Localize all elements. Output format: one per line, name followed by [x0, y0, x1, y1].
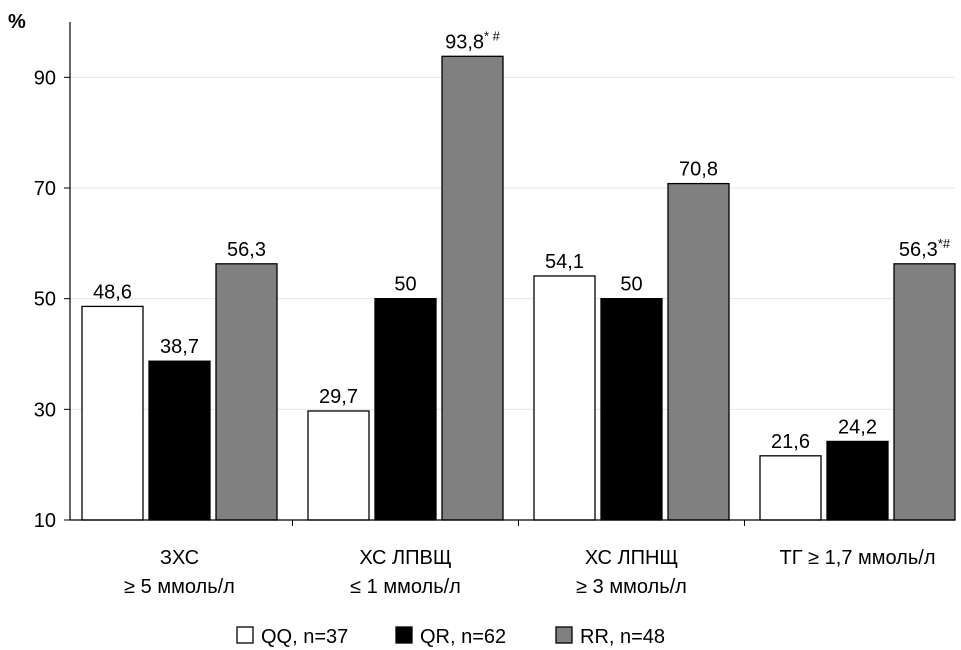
data-label-value: 70,8: [679, 159, 718, 181]
significance-marker: * #: [484, 28, 501, 43]
y-tick-label: 30: [34, 399, 56, 421]
data-labels: 48,6 29,7 54,1 21,6 38,7 50 50 24,2 56,3 93,8* # 7…: [93, 28, 951, 453]
data-label: 21,6: [771, 431, 810, 453]
data-label: 70,8: [679, 159, 718, 181]
y-axis-label: %: [8, 11, 26, 33]
category-label: ХС ЛПВЩ: [359, 547, 451, 569]
data-label-value: 21,6: [771, 431, 810, 453]
data-label: 93,8* #: [445, 28, 501, 53]
data-label-value: 48,6: [93, 281, 132, 303]
category-label-line2: ≥ 3 ммоль/л: [576, 576, 687, 598]
bars: [81, 55, 956, 521]
data-label: 50: [620, 274, 642, 296]
bar-rr-0: [215, 263, 278, 521]
bar-qq-3: [759, 455, 822, 521]
gridlines: [70, 76, 955, 410]
data-label-value: 54,1: [545, 251, 584, 273]
legend-label: QQ, n=37: [261, 626, 348, 648]
bar-qr-1: [374, 298, 437, 521]
legend-label: RR, n=48: [580, 626, 665, 648]
data-label: 48,6: [93, 281, 132, 303]
bar-qq-2: [533, 275, 596, 521]
significance-marker: *#: [938, 236, 951, 251]
data-label-value: 24,2: [838, 416, 877, 438]
data-label-value: 29,7: [319, 386, 358, 408]
bar-qr-3: [826, 440, 889, 521]
bar-qr-0: [148, 360, 211, 521]
legend: QQ, n=37 QR, n=62 RR, n=48: [236, 626, 665, 648]
bar-rr-2: [667, 182, 730, 521]
data-label-value: 50: [394, 274, 416, 296]
legend-swatch: [395, 626, 413, 644]
legend-swatch: [236, 626, 254, 644]
data-label: 38,7: [160, 336, 199, 358]
data-label: 24,2: [838, 416, 877, 438]
bar-rr-1: [441, 55, 504, 521]
bar-qq-1: [307, 410, 370, 521]
y-tick-label: 10: [34, 510, 56, 532]
data-label: 56,3*#: [899, 236, 951, 261]
bar-qr-2: [600, 298, 663, 521]
data-label: 29,7: [319, 386, 358, 408]
legend-label: QR, n=62: [420, 626, 506, 648]
axes: 10 30 50 70 90 ЗХС ≥ 5 ммоль/л ХС ЛПВЩ ≤ 1 ммоль…: [34, 22, 955, 598]
data-label-value: 93,8: [445, 31, 484, 53]
y-tick-label: 50: [34, 289, 56, 311]
data-label-value: 50: [620, 274, 642, 296]
data-label-value: 56,3: [899, 239, 938, 261]
y-tick-label: 70: [34, 178, 56, 200]
category-label: ХС ЛПНЩ: [585, 547, 678, 569]
data-label: 54,1: [545, 251, 584, 273]
bar-qq-0: [81, 305, 144, 521]
y-tick-label: 90: [34, 67, 56, 89]
data-label-value: 56,3: [227, 239, 266, 261]
category-label: ТГ ≥ 1,7 ммоль/л: [780, 547, 936, 569]
legend-swatch: [555, 626, 573, 644]
bar-rr-3: [893, 263, 956, 521]
category-label-line2: ≤ 1 ммоль/л: [350, 576, 461, 598]
category-label-line2: ≥ 5 ммоль/л: [124, 576, 235, 598]
data-label: 50: [394, 274, 416, 296]
data-label: 56,3: [227, 239, 266, 261]
category-label: ЗХС: [160, 547, 199, 569]
data-label-value: 38,7: [160, 336, 199, 358]
